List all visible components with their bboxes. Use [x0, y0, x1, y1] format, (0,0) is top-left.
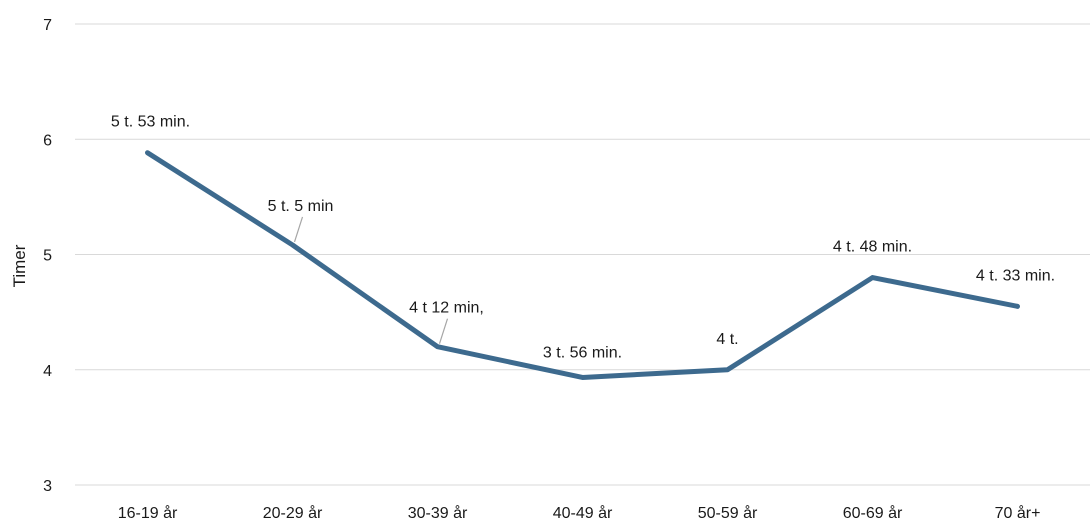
x-tick-label: 20-29 år [263, 504, 323, 522]
series-line-path [145, 150, 1020, 380]
data-label: 4 t. 48 min. [833, 239, 912, 256]
y-tick-label: 7 [43, 17, 52, 34]
data-label: 4 t. [716, 331, 738, 348]
x-tick-label: 16-19 år [118, 504, 178, 522]
x-tick-label: 30-39 år [408, 504, 468, 522]
data-label-leader [438, 318, 449, 344]
data-label: 3 t. 56 min. [543, 344, 622, 361]
data-label: 4 t. 33 min. [976, 267, 1055, 284]
data-label: 5 t. 53 min. [111, 114, 190, 131]
y-tick-label: 5 [43, 248, 52, 265]
data-labels: 5 t. 53 min. 5 t. 5 min 4 t 12 min, 3 t. 56… [111, 114, 1055, 362]
gridlines [75, 23, 1090, 486]
x-axis-ticks: 16-19 år 20-29 år 30-39 år 40-49 år 50-59 år… [118, 504, 1041, 522]
x-tick-label: 50-59 år [698, 504, 758, 522]
data-label: 4 t 12 min, [409, 300, 484, 317]
y-axis-title: Timer [10, 244, 29, 287]
y-tick-label: 3 [43, 478, 52, 495]
label-leader-lines [293, 216, 449, 344]
y-axis-ticks: 3 4 5 6 7 [43, 17, 52, 495]
x-tick-label: 40-49 år [553, 504, 613, 522]
data-label: 5 t. 5 min [268, 198, 334, 215]
x-tick-label: 60-69 år [843, 504, 903, 522]
data-label-leader [293, 216, 304, 243]
y-tick-label: 6 [43, 132, 52, 149]
y-tick-label: 4 [43, 363, 52, 380]
x-tick-label: 70 år+ [995, 504, 1041, 522]
series-line [145, 150, 1020, 380]
